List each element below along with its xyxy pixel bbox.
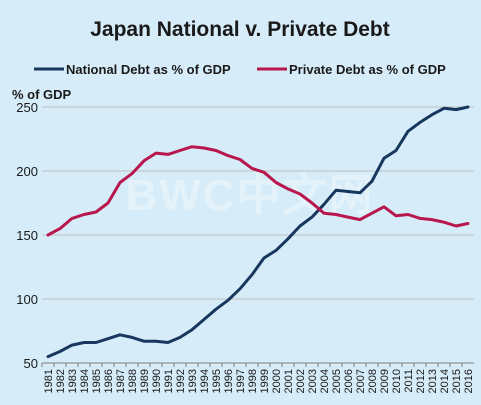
x-tick-label: 1995 [211,369,223,393]
y-tick-label: 100 [16,292,38,307]
legend-item-national: National Debt as % of GDP [34,62,231,77]
x-tick-label: 2004 [319,369,331,393]
x-tick-label: 1989 [139,369,151,393]
x-tick-label: 2016 [463,369,475,393]
x-tick-label: 2014 [439,369,451,393]
x-tick-label: 1992 [175,369,187,393]
x-tick-label: 1994 [199,369,211,393]
y-tick-label: 50 [24,356,38,371]
x-tick-label: 1983 [67,369,79,393]
gridlines [42,106,474,364]
x-tick-label: 1993 [187,369,199,393]
x-tick-label: 2008 [367,369,379,393]
x-tick-labels: 1981 1982 1983 1984 1985 1986 1987 1988 1989 1990… [41,363,475,393]
series-line-private-debt [46,145,470,237]
x-tick-label: 2002 [295,369,307,393]
x-tick-label: 1986 [103,369,115,393]
y-tick-labels: 50 100 150 200 250 [16,100,38,371]
x-tick-label: 1981 [43,369,55,393]
x-tick-label: 2005 [331,369,343,393]
x-tick-label: 1985 [91,369,103,393]
x-tick-label: 1984 [79,369,91,393]
x-tick-label: 1996 [223,369,235,393]
y-tick-label: 250 [16,100,38,115]
x-tick-label: 2006 [343,369,355,393]
x-tick-label: 1988 [127,369,139,393]
y-tick-label: 200 [16,164,38,179]
legend-label-private: Private Debt as % of GDP [289,62,446,77]
chart-title: Japan National v. Private Debt [90,18,390,41]
series-lines [46,105,470,359]
legend: National Debt as % of GDP Private Debt a… [34,62,446,77]
x-tick-label: 1990 [151,369,163,393]
x-tick-label: 2003 [307,369,319,393]
series-line-national-debt [46,105,470,359]
x-tick-label: 1991 [163,369,175,393]
x-tick-label: 2000 [271,369,283,393]
y-axis-label: % of GDP [12,87,72,102]
legend-label-national: National Debt as % of GDP [66,62,231,77]
watermark: BWC中文网 [125,171,374,220]
x-tick-label: 1999 [259,369,271,393]
x-tick-label: 2015 [451,369,463,393]
y-tick-label: 150 [16,228,38,243]
x-tick-label: 2010 [391,369,403,393]
x-tick-label: 2001 [283,369,295,393]
x-tick-label: 1998 [247,369,259,393]
x-tick-label: 1987 [115,369,127,393]
x-tick-label: 2013 [427,369,439,393]
x-tick-label: 2011 [403,369,415,393]
x-tick-label: 2012 [415,369,427,393]
x-tick-label: 2009 [379,369,391,393]
x-tick-label: 1997 [235,369,247,393]
legend-item-private: Private Debt as % of GDP [257,62,446,77]
x-tick-label: 2007 [355,369,367,393]
x-tick-label: 1982 [55,369,67,393]
